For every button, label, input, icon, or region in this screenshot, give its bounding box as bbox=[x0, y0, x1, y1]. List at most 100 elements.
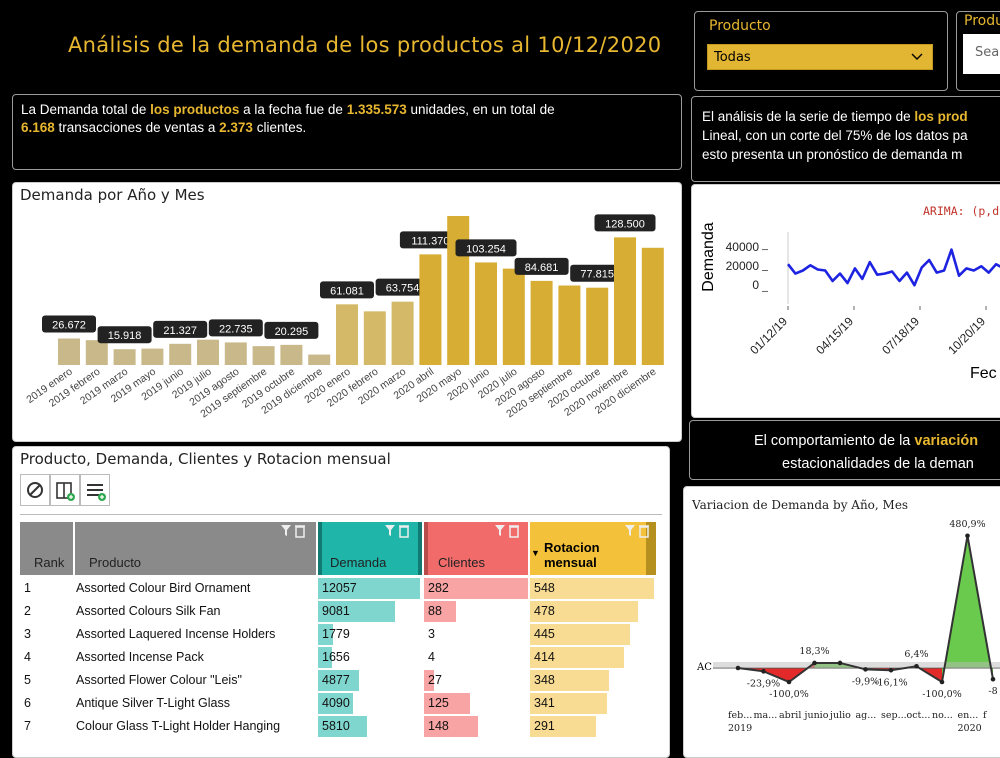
rank-cell: 2 bbox=[24, 604, 31, 618]
demand-bar bbox=[318, 693, 353, 714]
filter-icon[interactable] bbox=[624, 524, 652, 541]
clear-filter-button[interactable] bbox=[20, 474, 50, 506]
variation-label: 480,9% bbox=[949, 519, 985, 530]
bar[interactable] bbox=[252, 346, 275, 365]
slicer-title: Produ bbox=[964, 13, 1000, 29]
rotation-cell: 445 bbox=[534, 627, 555, 641]
header-label: Clientes bbox=[438, 555, 485, 570]
product-dropdown[interactable]: Todas bbox=[707, 44, 933, 70]
variation-point[interactable] bbox=[914, 663, 919, 669]
bar[interactable] bbox=[280, 344, 303, 365]
bar-value-label: 63.754 bbox=[375, 278, 430, 296]
x-tick-label: 01/12/19 bbox=[747, 314, 790, 357]
variation-point[interactable] bbox=[761, 669, 766, 674]
svg-text:128.500: 128.500 bbox=[605, 218, 645, 230]
demand-cell: 12057 bbox=[322, 581, 357, 595]
filter-icon[interactable] bbox=[494, 524, 522, 541]
bar[interactable] bbox=[391, 301, 414, 365]
variation-point[interactable] bbox=[990, 676, 996, 682]
x-tick-label: f bbox=[983, 710, 988, 721]
y-axis-label: Demanda bbox=[700, 222, 717, 291]
x-tick-label: sep... bbox=[881, 710, 907, 721]
svg-text:84.681: 84.681 bbox=[525, 262, 559, 274]
column-header-demanda[interactable]: Demanda bbox=[318, 522, 422, 575]
rotation-bar bbox=[530, 716, 596, 737]
variation-point[interactable] bbox=[965, 533, 970, 539]
x-tick-label: oct... bbox=[907, 710, 931, 721]
summary-text: La Demanda total de los productos a la f… bbox=[21, 101, 555, 137]
clients-bar bbox=[424, 693, 470, 714]
header-label: Demanda bbox=[330, 555, 387, 570]
filter-icon[interactable] bbox=[384, 524, 412, 541]
product-cell: Assorted Colour Bird Ornament bbox=[76, 581, 251, 595]
bar[interactable] bbox=[113, 349, 136, 365]
table-row[interactable]: 6 Antique Silver T-Light Glass 4090 125 … bbox=[20, 692, 660, 715]
product-slicer: Producto Todas bbox=[694, 11, 948, 91]
svg-text:22.735: 22.735 bbox=[219, 323, 253, 335]
clients-bar bbox=[424, 601, 457, 622]
column-header-rank[interactable]: Rank bbox=[20, 522, 73, 575]
bar[interactable] bbox=[308, 354, 331, 365]
add-panel-button[interactable] bbox=[50, 474, 80, 506]
clients-cell: 27 bbox=[428, 673, 442, 687]
summary-part: La Demanda total de bbox=[21, 102, 151, 117]
demand-cell: 1779 bbox=[322, 627, 350, 641]
arima-description-card: El análisis de la serie de tiempo de los… bbox=[691, 96, 1000, 182]
bar[interactable] bbox=[558, 285, 581, 365]
svg-text:21.327: 21.327 bbox=[163, 325, 197, 337]
summary-part: clientes. bbox=[252, 120, 307, 135]
clients-cell: 282 bbox=[428, 581, 449, 595]
summary-part: unidades, en un total de bbox=[406, 102, 555, 117]
bar-value-label: 77.815 bbox=[570, 264, 625, 282]
clients-cell: 4 bbox=[428, 650, 435, 664]
bar[interactable] bbox=[224, 342, 247, 365]
variation-point[interactable] bbox=[888, 667, 894, 673]
bar[interactable] bbox=[336, 304, 358, 365]
table-row[interactable]: 7 Colour Glass T-Light Holder Hanging 58… bbox=[20, 715, 660, 738]
table-row[interactable]: 1 Assorted Colour Bird Ornament 12057 28… bbox=[20, 577, 660, 600]
summary-part: a la fecha fue de bbox=[239, 102, 347, 117]
bar[interactable] bbox=[141, 348, 164, 365]
table-row[interactable]: 3 Assorted Laquered Incense Holders 1779… bbox=[20, 623, 660, 646]
text-part: El análisis de la serie de tiempo de bbox=[702, 109, 915, 124]
add-column-button[interactable] bbox=[80, 474, 110, 506]
variation-point[interactable] bbox=[812, 660, 817, 666]
dropdown-value: Todas bbox=[714, 50, 751, 65]
search-input[interactable]: Sea bbox=[963, 34, 1000, 74]
bar[interactable] bbox=[85, 340, 108, 365]
bar[interactable] bbox=[58, 338, 80, 365]
bar[interactable] bbox=[614, 237, 636, 365]
variation-description: El comportamiento de la variación estaci… bbox=[754, 430, 978, 476]
bar[interactable] bbox=[475, 262, 497, 365]
bar[interactable] bbox=[530, 280, 553, 365]
variation-point[interactable] bbox=[863, 667, 868, 672]
column-header-clientes[interactable]: Clientes bbox=[424, 522, 528, 575]
table-row[interactable]: 4 Assorted Incense Pack 1656 4 414 bbox=[20, 646, 660, 669]
filter-icon[interactable] bbox=[280, 524, 308, 541]
rotation-bar bbox=[530, 693, 607, 714]
demand-bar bbox=[318, 670, 359, 691]
demand-series-line bbox=[786, 248, 1000, 287]
variation-point[interactable] bbox=[939, 679, 945, 685]
bar[interactable] bbox=[641, 247, 664, 365]
variation-point[interactable] bbox=[837, 660, 843, 666]
variation-point[interactable] bbox=[786, 679, 792, 685]
table-row[interactable]: 2 Assorted Colours Silk Fan 9081 88 478 bbox=[20, 600, 660, 623]
bar[interactable] bbox=[363, 311, 386, 365]
column-header-producto[interactable]: Producto bbox=[75, 522, 316, 575]
svg-text:26.672: 26.672 bbox=[52, 320, 86, 332]
column-header-rotacion[interactable]: ▼ Rotacion mensual bbox=[530, 522, 656, 575]
variation-point[interactable] bbox=[735, 665, 741, 671]
x-tick-label: abril bbox=[779, 710, 801, 721]
sort-desc-icon: ▼ bbox=[531, 548, 540, 558]
bar[interactable] bbox=[419, 254, 442, 365]
product-cell: Antique Silver T-Light Glass bbox=[76, 696, 231, 710]
bar[interactable] bbox=[197, 339, 219, 365]
bar-value-label: 84.681 bbox=[514, 257, 569, 275]
bar[interactable] bbox=[586, 287, 609, 365]
chart-title: Variacion de Demanda by Año, Mes bbox=[691, 498, 908, 512]
bar[interactable] bbox=[169, 343, 192, 365]
bar[interactable] bbox=[447, 216, 470, 365]
table-row[interactable]: 5 Assorted Flower Colour "Leis" 4877 27 … bbox=[20, 669, 660, 692]
bar[interactable] bbox=[502, 268, 525, 365]
